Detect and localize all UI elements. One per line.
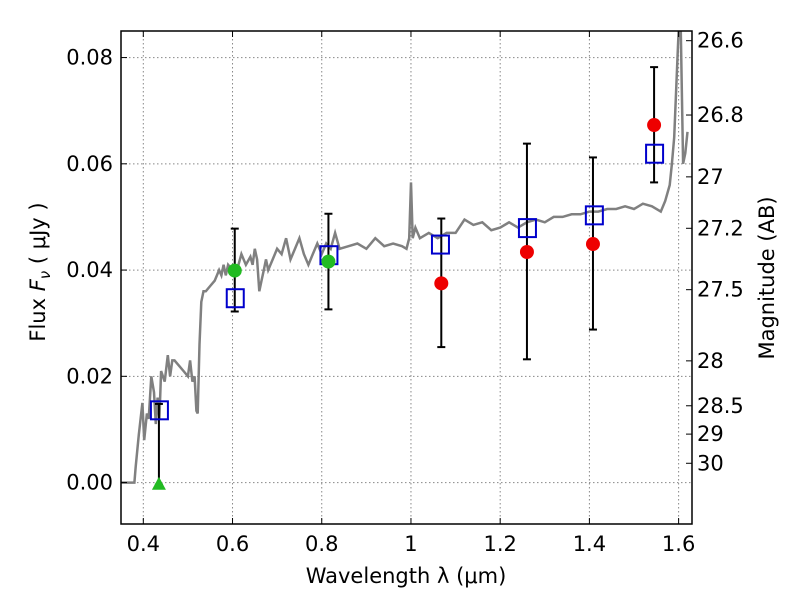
x-tick-label: 0.6 (216, 532, 249, 556)
magnitude-tick-label: 27 (697, 165, 724, 189)
magnitude-tick-label: 27.5 (697, 278, 744, 302)
x-tick-label: 0.4 (127, 532, 160, 556)
detection-marker (519, 245, 534, 259)
magnitude-tick-label: 26.6 (697, 29, 744, 53)
magnitude-tick-labels: 26.6 26.8 27 27.2 27.5 28 28.5 29 30 (697, 29, 744, 476)
model-spectrum-line (121, 31, 689, 484)
y-tick-label: 0.00 (66, 471, 113, 495)
upper-limit-marker (151, 476, 166, 490)
y-tick-label: 0.04 (66, 258, 113, 282)
x-tick-label: 1.2 (483, 532, 516, 556)
y-tick-label: 0.02 (66, 364, 113, 388)
x-axis-label: Wavelength λ (μm) (306, 564, 507, 588)
plot-frame (120, 30, 693, 525)
y-tick-labels: 0.00 0.02 0.04 0.06 0.08 (66, 46, 113, 495)
data-points (149, 118, 665, 490)
magnitude-tick-label: 30 (697, 451, 724, 475)
y-axis-label-prefix: Flux (26, 291, 50, 341)
green-detection-marker (227, 263, 242, 278)
magnitude-axis-label: Magnitude (AB) (755, 196, 779, 359)
model-spectrum-layer (121, 31, 689, 484)
y-tick-label: 0.08 (66, 46, 113, 70)
magnitude-tick-label: 27.2 (697, 216, 744, 240)
x-tick-label: 0.8 (305, 532, 338, 556)
model-flux-marker (645, 143, 665, 164)
magnitude-tick-label: 26.8 (697, 103, 744, 127)
green-detection-marker (321, 254, 336, 269)
magnitude-tick-label: 28.5 (697, 394, 744, 418)
model-flux-marker (225, 288, 245, 309)
y-axis-label-subscript: ν (36, 271, 54, 279)
model-flux-marker (517, 218, 537, 239)
detection-marker (434, 276, 449, 291)
y-axis-label-symbol: F (26, 278, 50, 291)
model-flux-marker (584, 205, 604, 226)
model-flux-marker (430, 234, 450, 255)
model-flux-marker (149, 400, 169, 421)
y-tick-label: 0.06 (66, 152, 113, 176)
detection-marker (647, 118, 662, 133)
x-tick-label: 1 (404, 532, 417, 556)
x-tick-label: 1.4 (573, 532, 606, 556)
x-tick-labels: 0.4 0.6 0.8 1 1.2 1.4 1.6 (127, 532, 696, 556)
y-axis-label-suffix: ( μJy ) (26, 202, 50, 270)
x-tick-label: 1.6 (662, 532, 695, 556)
axis-ticks (121, 31, 692, 524)
magnitude-tick-label: 29 (697, 422, 724, 446)
grid-lines (121, 31, 692, 524)
magnitude-tick-label: 28 (697, 349, 724, 373)
y-axis-label: Flux Fν ( μJy ) (26, 202, 54, 341)
detection-marker (585, 237, 600, 252)
